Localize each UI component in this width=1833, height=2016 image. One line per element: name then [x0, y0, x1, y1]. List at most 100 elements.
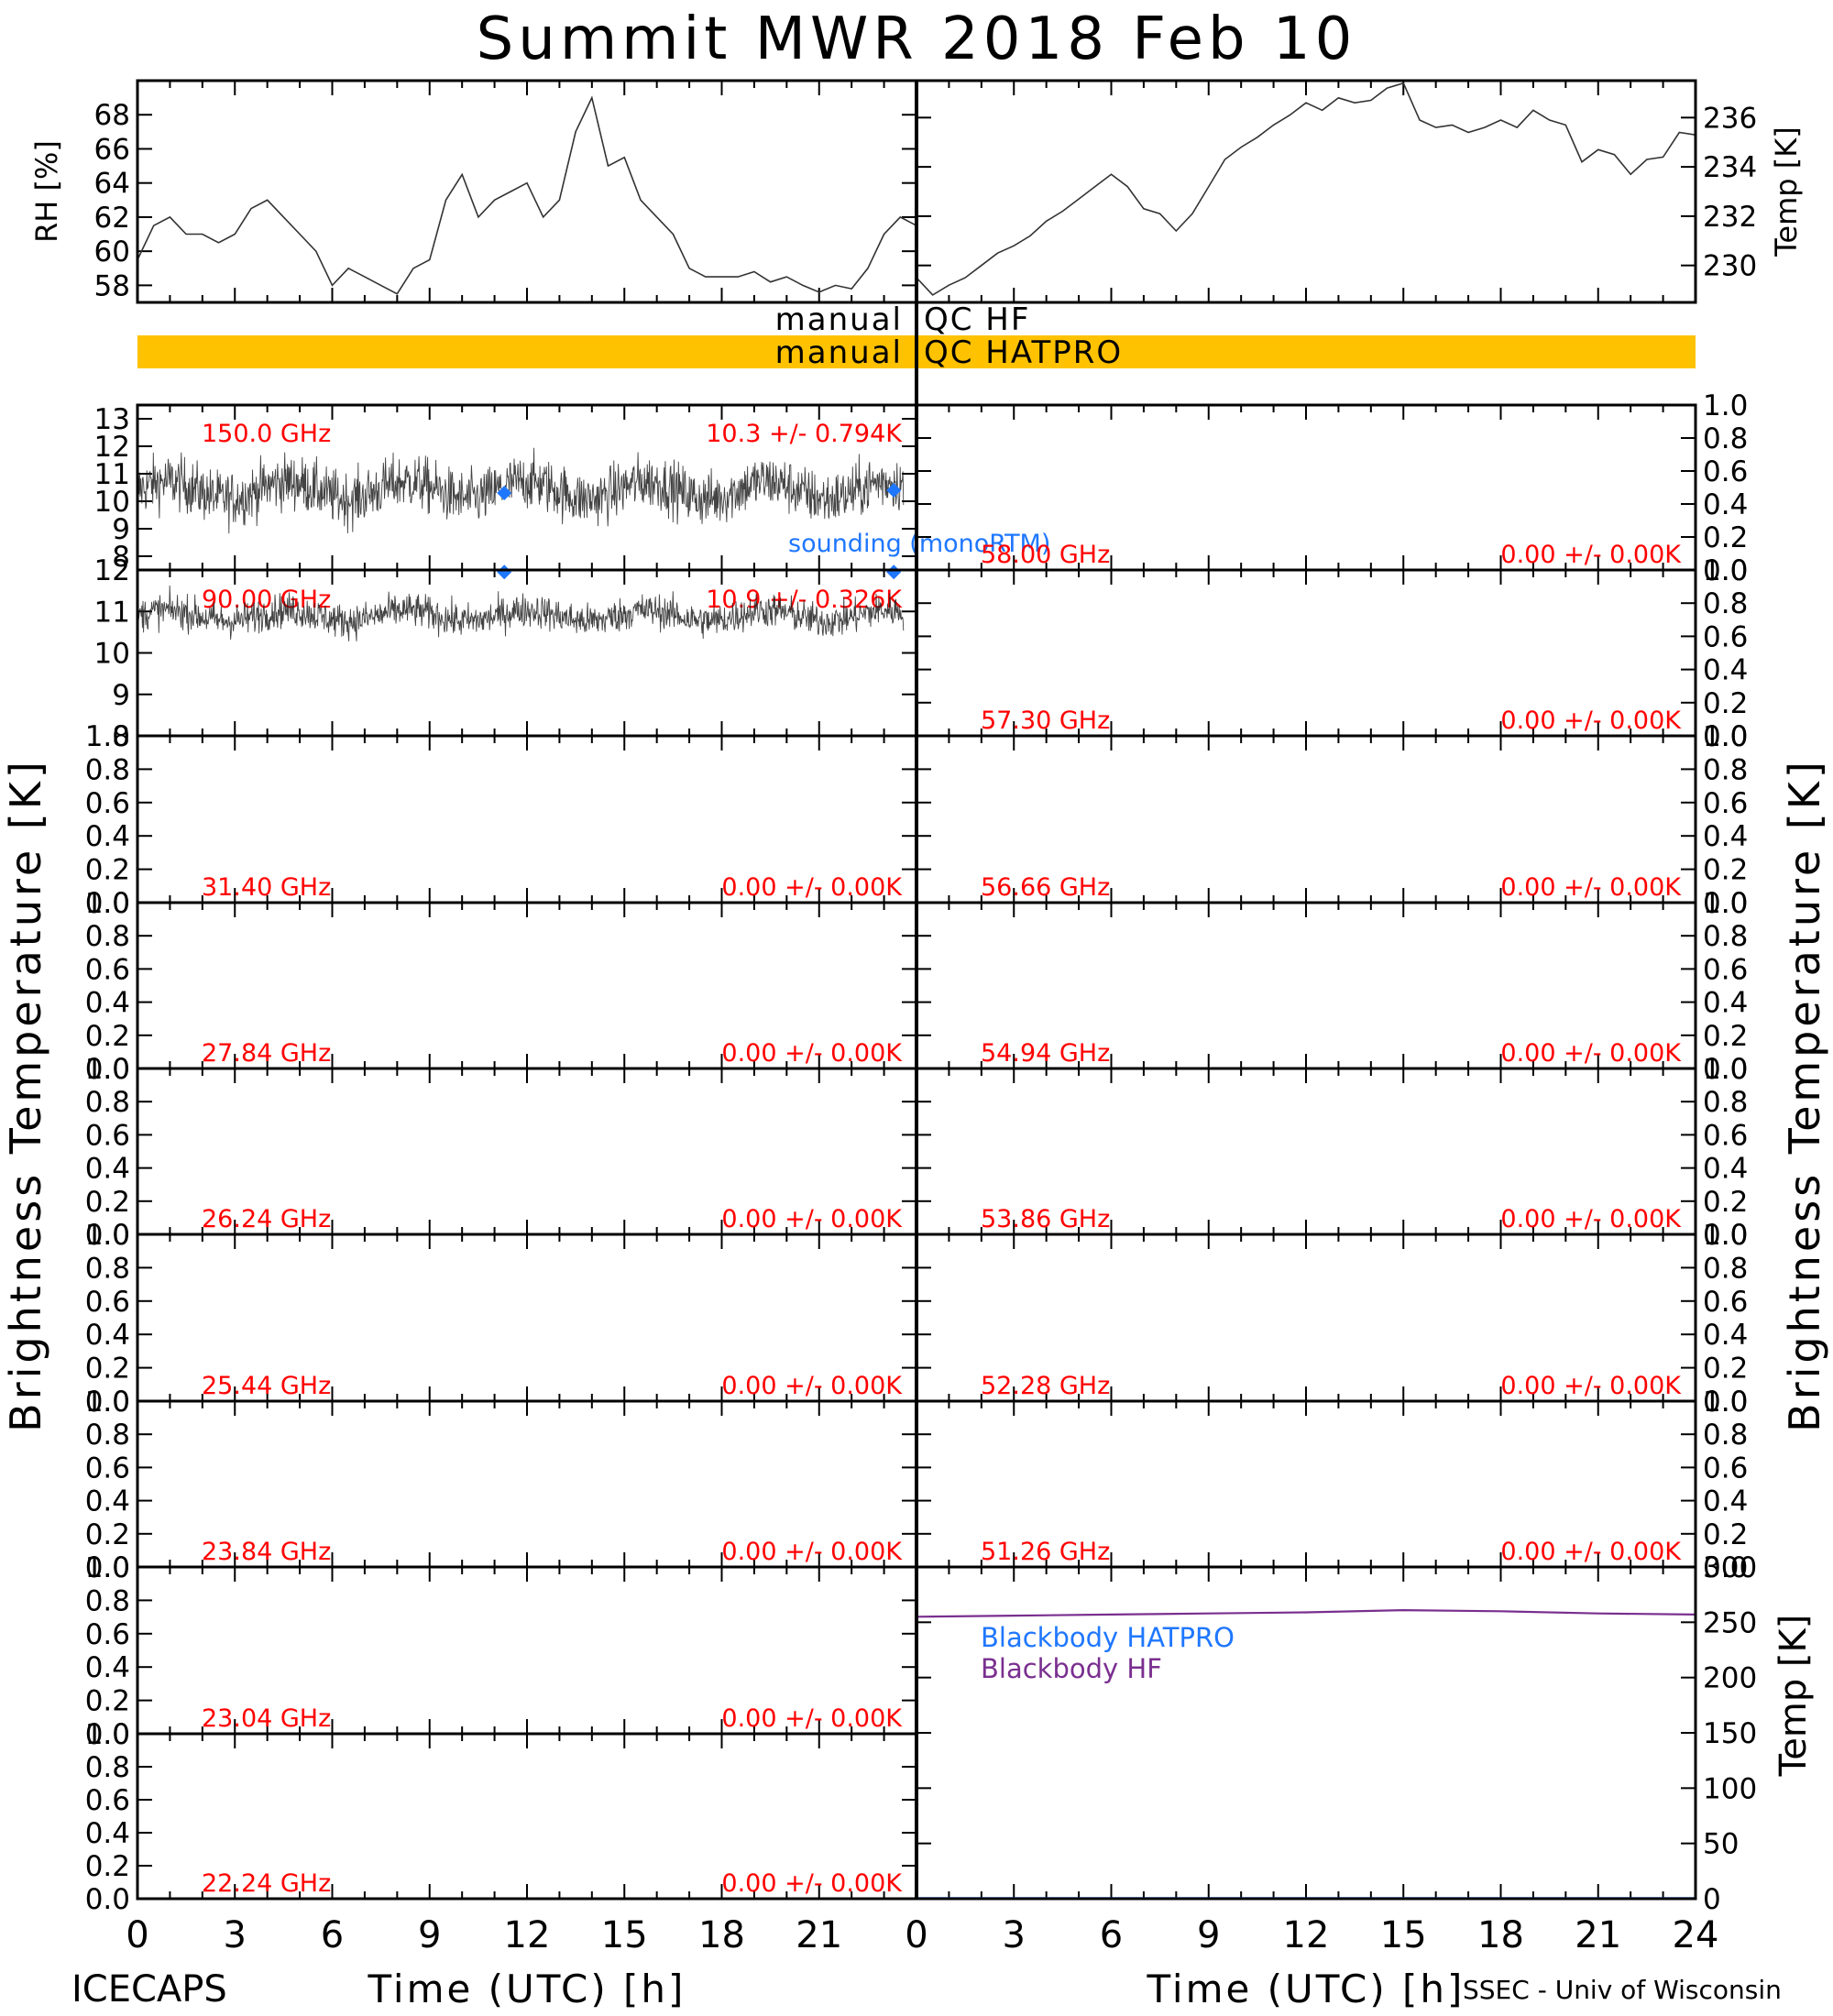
- channel-frequency-label: 31.40 GHz: [202, 873, 331, 902]
- y-tick-label: 50: [1703, 1828, 1739, 1861]
- time-tick-label: 9: [418, 1914, 441, 1956]
- channel-frequency-label: 52.28 GHz: [981, 1372, 1110, 1400]
- y-tick-label: 0.8: [1703, 920, 1748, 953]
- y-tick-label: 0.2: [85, 1020, 130, 1053]
- y-tick-label: 0.8: [85, 753, 130, 786]
- y-tick-label: 0.4: [1703, 654, 1748, 687]
- qc-hatpro-label-2: QC HATPRO: [924, 334, 1123, 371]
- channel-stats-label: 10.3 +/- 0.794K: [706, 420, 903, 448]
- y-tick-label: 0.4: [1703, 1485, 1748, 1518]
- y-tick-label: 0.6: [85, 1452, 130, 1485]
- y-tick-label: 0.6: [1703, 1452, 1748, 1485]
- y-tick-label: 0.8: [85, 920, 130, 953]
- y-tick-label: 0.6: [85, 1784, 130, 1817]
- y-tick-label: 234: [1703, 151, 1757, 184]
- y-tick-label: 100: [1703, 1772, 1757, 1805]
- channel-panel-ch5386: 0.00.20.40.60.81.053.86 GHz 0.00 +/- 0.00…: [916, 1053, 1748, 1252]
- channel-panel-ch2624: 0.00.20.40.60.81.026.24 GHz 0.00 +/- 0.00…: [85, 1053, 916, 1252]
- y-tick-label: 1.0: [85, 1551, 130, 1584]
- y-tick-label: 232: [1703, 201, 1757, 234]
- time-tick-label: 24: [1673, 1914, 1719, 1956]
- y-tick-label: 0.8: [1703, 1252, 1748, 1285]
- y-tick-label: 0.2: [1703, 1518, 1748, 1551]
- y-tick-label: 1.0: [1703, 887, 1748, 920]
- blackbody-axis-label: Temp [K]: [1773, 1615, 1815, 1778]
- y-tick-label: 0.6: [85, 1286, 130, 1319]
- y-tick-label: 1.0: [1703, 1053, 1748, 1086]
- y-tick-label: 0.4: [1703, 1153, 1748, 1186]
- y-tick-label: 0.8: [1703, 1086, 1748, 1119]
- channel-stats-label: 0.00 +/- 0.00K: [721, 1205, 903, 1233]
- channel-frequency-label: 53.86 GHz: [981, 1205, 1110, 1233]
- y-tick-label: 66: [94, 133, 130, 166]
- y-tick-label: 0.6: [85, 787, 130, 820]
- y-tick-label: 0.2: [85, 854, 130, 887]
- channel-stats-label: 0.00 +/- 0.00K: [1500, 541, 1682, 569]
- channel-frequency-label: 51.26 GHz: [981, 1538, 1110, 1566]
- time-tick-label: 21: [796, 1914, 842, 1956]
- channel-stats-label: 0.00 +/- 0.00K: [1500, 1538, 1682, 1566]
- sounding-point: [497, 564, 511, 579]
- y-tick-label: 0.6: [85, 953, 130, 986]
- channel-panel-ch2224: 0.00.20.40.60.81.022.24 GHz 0.00 +/- 0.00…: [85, 1718, 916, 1916]
- y-tick-label: 0.2: [85, 1186, 130, 1219]
- y-tick-label: 0.6: [1703, 1286, 1748, 1319]
- rh-panel-frame: [137, 81, 916, 302]
- y-tick-label: 0.2: [85, 1353, 130, 1386]
- channel-stats-label: 0.00 +/- 0.00K: [721, 1704, 903, 1733]
- y-tick-label: 1.0: [85, 1386, 130, 1419]
- y-tick-label: 300: [1703, 1551, 1757, 1584]
- channel-panel-ch5730: 0.00.20.40.60.81.057.30 GHz 0.00 +/- 0.00…: [916, 554, 1748, 753]
- y-tick-label: 0.4: [1703, 1319, 1748, 1352]
- time-axis: 0 3 6 9 12 15 18 21 0 3 6 9 12 15 18 21 24 Time (UTC) [h]…: [126, 1914, 1718, 2011]
- time-tick-label: 18: [1477, 1914, 1524, 1956]
- y-tick-label: 0.4: [85, 1319, 130, 1352]
- channel-stats-label: 0.00 +/- 0.00K: [1500, 707, 1682, 735]
- channel-panel-ch2304: 0.00.20.40.60.81.023.04 GHz 0.00 +/- 0.00…: [85, 1551, 916, 1751]
- y-tick-label: 0.0: [85, 1883, 130, 1916]
- y-tick-label: 60: [94, 236, 130, 268]
- y-tick-label: 9: [112, 679, 130, 712]
- channel-stats-label: 0.00 +/- 0.00K: [721, 873, 903, 902]
- y-tick-label: 0.2: [85, 1518, 130, 1551]
- blackbody-legend-label: Blackbody HATPRO: [981, 1622, 1235, 1653]
- y-tick-label: 0.6: [85, 1119, 130, 1152]
- time-tick-label: 3: [1003, 1914, 1026, 1956]
- time-axis-label: Time (UTC) [h]: [368, 1967, 686, 2011]
- blackbody-legend-label: Blackbody HF: [981, 1653, 1162, 1684]
- time-tick-label: 3: [224, 1914, 247, 1956]
- channel-frequency-label: 25.44 GHz: [202, 1372, 331, 1400]
- y-tick-label: 250: [1703, 1606, 1757, 1639]
- temp-series-line: [916, 83, 1696, 295]
- y-tick-label: 0.8: [85, 1751, 130, 1784]
- time-tick-label: 12: [1283, 1914, 1330, 1956]
- channel-stats-label: 0.00 +/- 0.00K: [1500, 1205, 1682, 1233]
- y-tick-label: 0.4: [85, 1817, 130, 1850]
- y-tick-label: 0.2: [1703, 1353, 1748, 1386]
- blackbody-series-line: [916, 1610, 1696, 1616]
- time-tick-label: 15: [1380, 1914, 1427, 1956]
- channel-frequency-label: 150.0 GHz: [202, 420, 331, 448]
- channel-stats-label: 0.00 +/- 0.00K: [1500, 1372, 1682, 1400]
- y-tick-label: 62: [94, 202, 130, 235]
- channel-frequency-label: 58.00 GHz: [981, 541, 1110, 569]
- channel-stats-label: 0.00 +/- 0.00K: [721, 1372, 903, 1400]
- blackbody-frame: [916, 1567, 1696, 1899]
- time-axis-label: Time (UTC) [h]: [1147, 1967, 1465, 2011]
- channel-frequency-label: 26.24 GHz: [202, 1205, 331, 1233]
- channel-frequency-label: 57.30 GHz: [981, 707, 1110, 735]
- y-tick-label: 0.2: [1703, 1186, 1748, 1219]
- y-tick-label: 0.4: [1703, 987, 1748, 1020]
- y-tick-label: 64: [94, 168, 130, 201]
- y-tick-label: 1.0: [1703, 389, 1748, 422]
- qc-hf-label: manual: [775, 301, 903, 338]
- time-tick-label: 12: [504, 1914, 551, 1956]
- channel-panel-ch90: 8910111290.00 GHz 10.9 +/- 0.326K: [94, 554, 916, 753]
- y-tick-label: 0: [1703, 1883, 1721, 1916]
- channel-panel-ch2544: 0.00.20.40.60.81.025.44 GHz 0.00 +/- 0.00…: [85, 1219, 916, 1419]
- y-tick-label: 0.2: [1703, 687, 1748, 720]
- y-tick-label: 150: [1703, 1717, 1757, 1750]
- channel-stats-label: 0.00 +/- 0.00K: [1500, 1039, 1682, 1068]
- y-tick-label: 10: [94, 638, 130, 671]
